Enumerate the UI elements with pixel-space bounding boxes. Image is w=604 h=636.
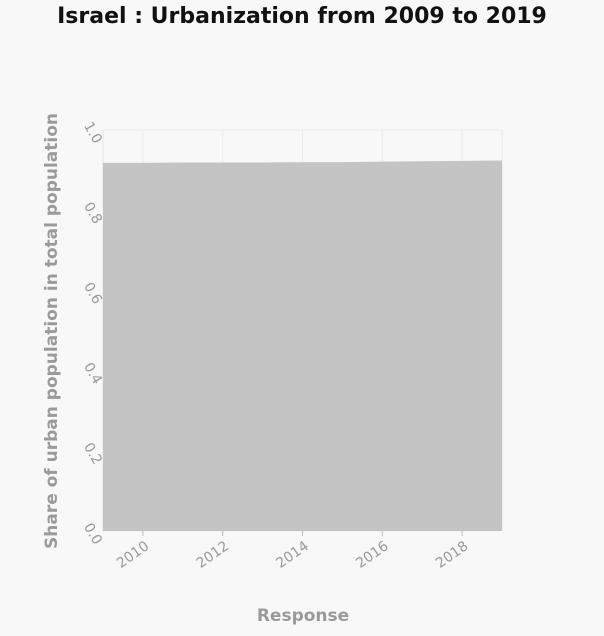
area-series [103,160,502,531]
y-axis-title: Share of urban population in total popul… [42,113,62,549]
y-tick-label: 0.4 [80,360,105,387]
chart-title: Israel : Urbanization from 2009 to 2019 [57,4,547,29]
y-tick-label: 1.0 [80,119,105,146]
x-tick-label: 2012 [194,538,232,572]
y-tick-label: 0.6 [80,280,105,307]
x-tick-label: 2014 [273,538,311,572]
x-axis-title: Response [257,606,349,626]
x-tick-label: 2010 [114,538,152,572]
x-tick-label: 2016 [353,538,391,572]
x-tick-label: 2018 [433,538,471,572]
y-tick-label: 0.2 [80,440,105,467]
y-tick-label: 0.8 [80,200,105,227]
y-tick-label: 0.0 [80,520,105,547]
urbanization-area [103,160,502,531]
